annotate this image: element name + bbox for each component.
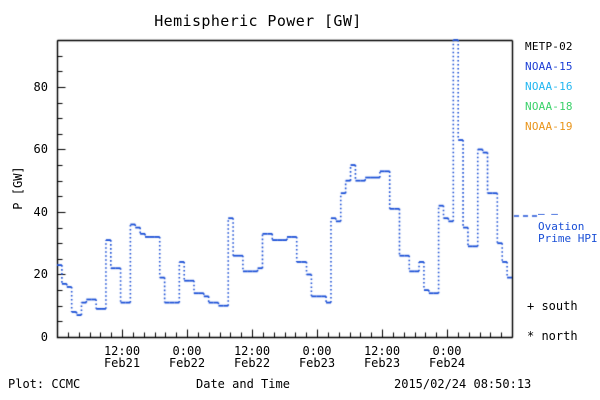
ovation-prime-hpi-note: — — Ovation Prime HPI bbox=[538, 207, 600, 246]
x-tick-date: Feb22 bbox=[168, 356, 206, 370]
plot-timestamp: 2015/02/24 08:50:13 bbox=[394, 377, 532, 391]
x-tick-date: Feb24 bbox=[428, 356, 466, 370]
plot-credit: Plot: CCMC bbox=[8, 377, 81, 391]
y-tick-label: 60 bbox=[33, 142, 48, 157]
south-symbol-key: + south bbox=[527, 299, 578, 313]
ovation-note-line2: Prime HPI bbox=[538, 232, 598, 246]
x-tick-label: 0:00 Feb22 bbox=[152, 345, 222, 369]
x-tick-label: 12:00 Feb22 bbox=[217, 345, 287, 369]
x-tick-time: 12:00 bbox=[233, 344, 271, 358]
x-tick-label: 0:00 Feb24 bbox=[412, 345, 482, 369]
x-tick-label: 12:00 Feb21 bbox=[87, 345, 157, 369]
x-axis-label: Date and Time bbox=[196, 377, 290, 391]
y-tick-label: 0 bbox=[40, 330, 48, 344]
x-tick-date: Feb23 bbox=[363, 356, 401, 370]
legend-item-noaa-15: NOAA-15 bbox=[525, 60, 573, 73]
ovation-note-line1: — — Ovation bbox=[538, 207, 585, 233]
x-tick-label: 0:00 Feb23 bbox=[282, 345, 352, 369]
legend-item-noaa-16: NOAA-16 bbox=[525, 80, 573, 93]
x-tick-date: Feb22 bbox=[233, 356, 271, 370]
x-tick-time: 0:00 bbox=[172, 344, 202, 358]
y-tick-label: 20 bbox=[33, 267, 48, 282]
x-tick-date: Feb21 bbox=[103, 356, 141, 370]
legend-item-metp-02: METP-02 bbox=[525, 40, 573, 53]
x-tick-date: Feb23 bbox=[298, 356, 336, 370]
north-symbol-key: * north bbox=[527, 329, 578, 343]
legend-item-noaa-18: NOAA-18 bbox=[525, 100, 573, 113]
x-tick-time: 0:00 bbox=[432, 344, 462, 358]
x-tick-time: 12:00 bbox=[103, 344, 141, 358]
x-tick-label: 12:00 Feb23 bbox=[347, 345, 417, 369]
page-title: Hemispheric Power [GW] bbox=[154, 12, 362, 30]
y-tick-label: 40 bbox=[33, 204, 48, 219]
y-tick-label: 80 bbox=[33, 79, 48, 94]
x-tick-time: 0:00 bbox=[302, 344, 332, 358]
satellite-legend: METP-02 NOAA-15 NOAA-16 NOAA-18 NOAA-19 bbox=[525, 40, 573, 140]
x-tick-time: 12:00 bbox=[363, 344, 401, 358]
legend-item-noaa-19: NOAA-19 bbox=[525, 120, 573, 133]
